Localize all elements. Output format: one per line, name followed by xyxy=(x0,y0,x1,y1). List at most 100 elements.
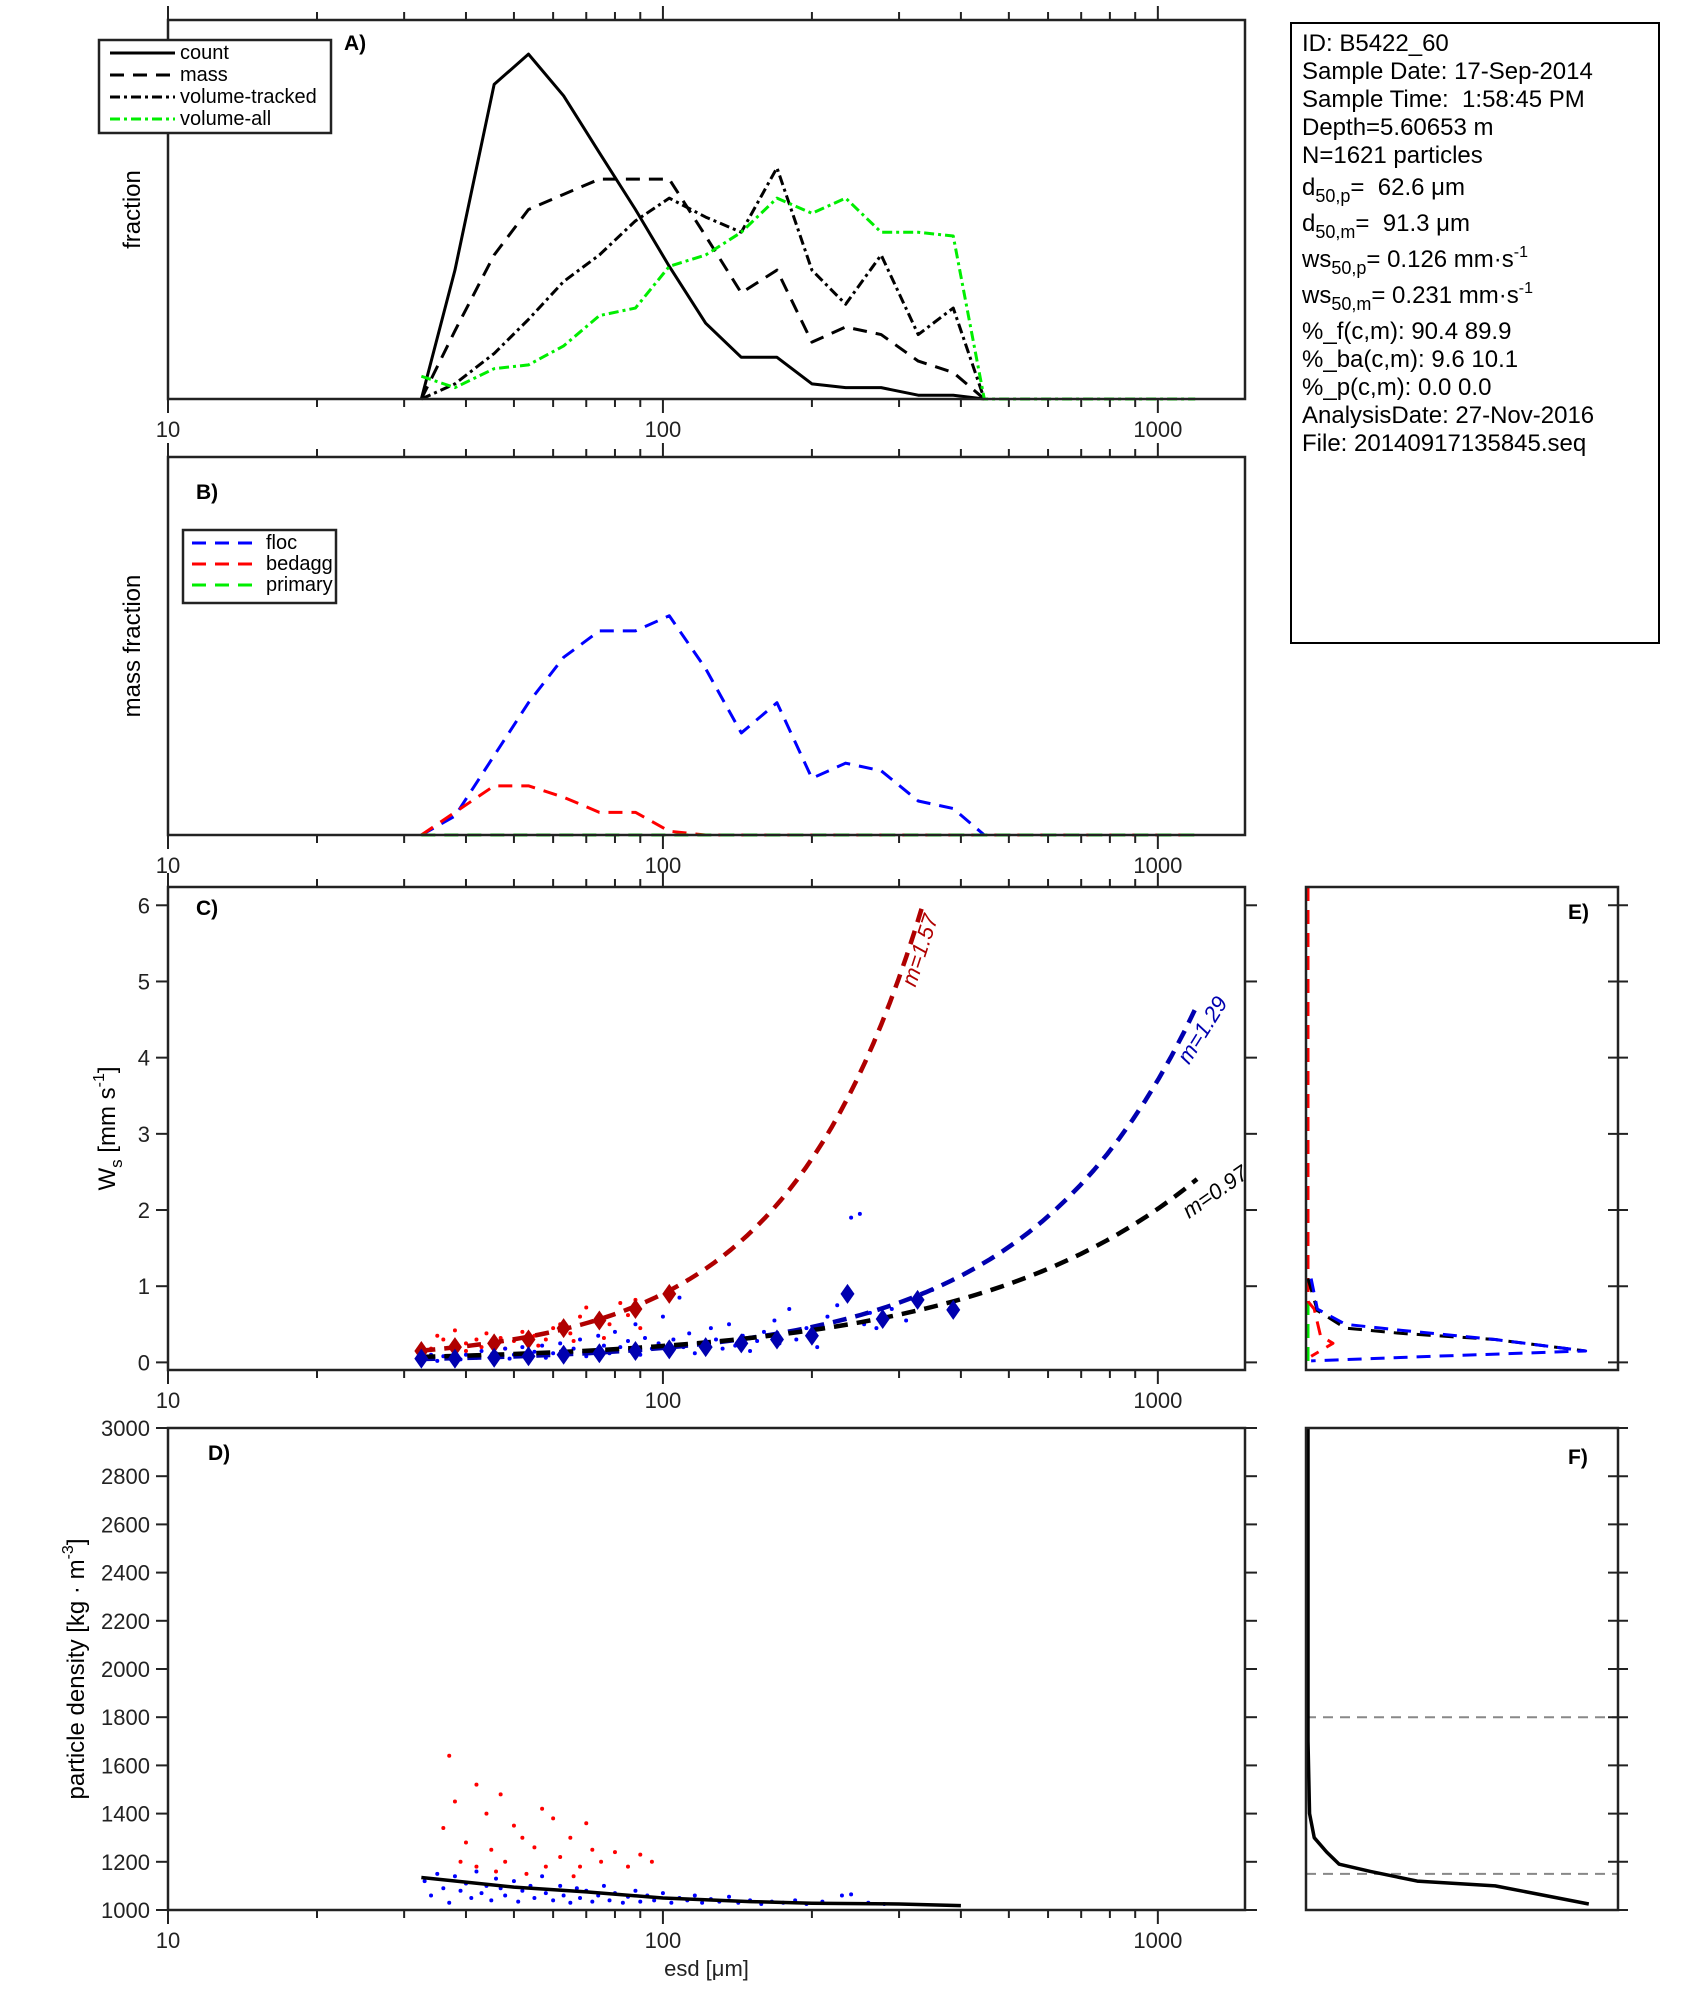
scatter-point-floc xyxy=(578,1895,583,1900)
panel-e-distribution: E) xyxy=(1304,885,1628,1372)
info-ws50m: ws50,m= 0.231 mm·s-1 xyxy=(1302,281,1648,314)
y-tick-label: 5 xyxy=(138,969,150,994)
scatter-point-bedagg xyxy=(484,1331,489,1336)
scatter-point-floc xyxy=(835,1303,840,1308)
series-line-bedagg xyxy=(420,784,1196,837)
scatter-point-floc xyxy=(660,1891,665,1896)
scatter-point-floc xyxy=(720,1346,725,1351)
panel-f-distribution: F) xyxy=(1304,1426,1628,1912)
scatter-point-floc xyxy=(643,1336,648,1341)
scatter-point-floc xyxy=(511,1879,516,1884)
scatter-point-bedagg xyxy=(511,1823,516,1828)
scatter-point-bedagg xyxy=(489,1847,494,1852)
scatter-point-floc xyxy=(638,1899,643,1904)
info-depth: Depth=5.60653 m xyxy=(1302,114,1494,141)
scatter-point-bedagg xyxy=(571,1339,576,1344)
scatter-point-floc xyxy=(889,1307,894,1312)
ws50p-sub: 50,p xyxy=(1331,258,1367,278)
fit-label: m=0.97 xyxy=(1178,1160,1254,1223)
info-d50m: d50,m= 91.3 μm xyxy=(1302,210,1648,241)
scatter-point-bedagg xyxy=(551,1816,556,1821)
ws50m-base: ws xyxy=(1302,282,1332,309)
scatter-point-floc xyxy=(748,1348,753,1353)
binned-median-marker xyxy=(556,1344,571,1365)
panel-label: E) xyxy=(1568,901,1589,924)
info-d50p: d50,p= 62.6 μm xyxy=(1302,174,1648,205)
y-axis-label: Ws [mm s-1] xyxy=(91,1066,126,1190)
legend-label-volume-tracked: volume-tracked xyxy=(180,86,317,108)
scatter-point-bedagg xyxy=(463,1348,468,1353)
scatter-point-floc xyxy=(479,1891,484,1896)
scatter-point-bedagg xyxy=(638,1852,643,1857)
scatter-point-bedagg xyxy=(458,1859,463,1864)
scatter-point-bedagg xyxy=(571,1874,576,1879)
info-ws50p: ws50,p= 0.126 mm·s-1 xyxy=(1302,245,1648,278)
axes-box xyxy=(166,1426,1247,1912)
d50m-value: = 91.3 μm xyxy=(1355,210,1470,237)
legend-label-floc: floc xyxy=(266,532,297,554)
x-tick-label: 100 xyxy=(645,417,682,442)
scatter-point-floc xyxy=(543,1891,548,1896)
scatter-point-bedagg xyxy=(447,1753,452,1758)
scatter-point-floc xyxy=(633,1322,638,1327)
x-tick-label: 1000 xyxy=(1133,1388,1182,1413)
scatter-point-floc xyxy=(503,1346,508,1351)
scatter-point-floc xyxy=(904,1318,909,1323)
x-tick-label: 100 xyxy=(645,1928,682,1953)
panel-label: A) xyxy=(344,32,366,55)
info-percent-floc: %_f(c,m): 90.4 89.9 xyxy=(1302,318,1512,345)
y-tick-label: 1600 xyxy=(101,1753,150,1778)
panel-a-size-distribution: 10 100 1000 fraction countmassvolume-tracked… xyxy=(97,6,1247,442)
scatter-point-floc xyxy=(458,1888,463,1893)
fit-line-0 xyxy=(421,902,926,1353)
scatter-point-floc xyxy=(520,1888,525,1893)
binned-median-marker xyxy=(628,1340,643,1361)
legend-box xyxy=(181,528,338,605)
scatter-point-bedagg xyxy=(578,1314,583,1319)
panel-label: F) xyxy=(1568,1446,1588,1469)
info-id: ID: B5422_60 xyxy=(1302,30,1449,57)
ws50m-value: = 0.231 mm·s xyxy=(1371,282,1519,309)
axes-box xyxy=(1304,1426,1620,1912)
binned-median-marker xyxy=(487,1333,502,1354)
scatter-point-floc xyxy=(520,1345,525,1350)
scatter-point-floc xyxy=(574,1886,579,1891)
scatter-point-floc xyxy=(607,1898,612,1903)
binned-median-marker xyxy=(804,1325,819,1346)
x-tick-label: 100 xyxy=(645,1388,682,1413)
scatter-point-floc xyxy=(516,1899,521,1904)
legend-label-volume-all: volume-all xyxy=(180,108,271,130)
y-tick-label: 2200 xyxy=(101,1609,150,1634)
scatter-point-bedagg xyxy=(503,1859,508,1864)
y-tick-label: 4 xyxy=(138,1046,150,1071)
scatter-point-bedagg xyxy=(524,1871,529,1876)
binned-median-marker xyxy=(592,1343,607,1364)
scatter-point-bedagg xyxy=(578,1864,583,1869)
binned-median-marker xyxy=(769,1329,784,1350)
fit-label: m=1.29 xyxy=(1172,992,1232,1068)
axes-box xyxy=(1304,885,1620,1372)
x-tick-label: 10 xyxy=(156,1388,180,1413)
y-tick-label: 1 xyxy=(138,1274,150,1299)
axes-box xyxy=(166,885,1247,1372)
scatter-point-floc xyxy=(463,1352,468,1357)
y-axis-label-part: -1 xyxy=(91,1073,108,1087)
y-axis-label-part: W xyxy=(94,1168,121,1191)
y-axis-label: mass fraction xyxy=(119,575,146,718)
fit-label: m=1.57 xyxy=(896,910,943,989)
panel-c-settling-velocity: m=1.57 m=1.29 m=0.97 10 100 1000 0 1 2 3 4 5 6 Ws [mm… xyxy=(91,873,1257,1413)
scatter-point-bedagg xyxy=(568,1835,573,1840)
ws50p-base: ws xyxy=(1302,246,1332,273)
x-tick-label: 1000 xyxy=(1133,417,1182,442)
panel-label: B) xyxy=(196,481,218,504)
scatter-point-bedagg xyxy=(568,1331,573,1336)
scatter-point-bedagg xyxy=(584,1821,589,1826)
y-tick-label: 3 xyxy=(138,1122,150,1147)
scatter-point-bedagg xyxy=(599,1859,604,1864)
scatter-point-bedagg xyxy=(601,1336,606,1341)
series-line-all xyxy=(1306,1278,1586,1353)
y-tick-label: 1400 xyxy=(101,1802,150,1827)
scatter-point-floc xyxy=(447,1900,452,1905)
y-tick-label: 2600 xyxy=(101,1512,150,1537)
